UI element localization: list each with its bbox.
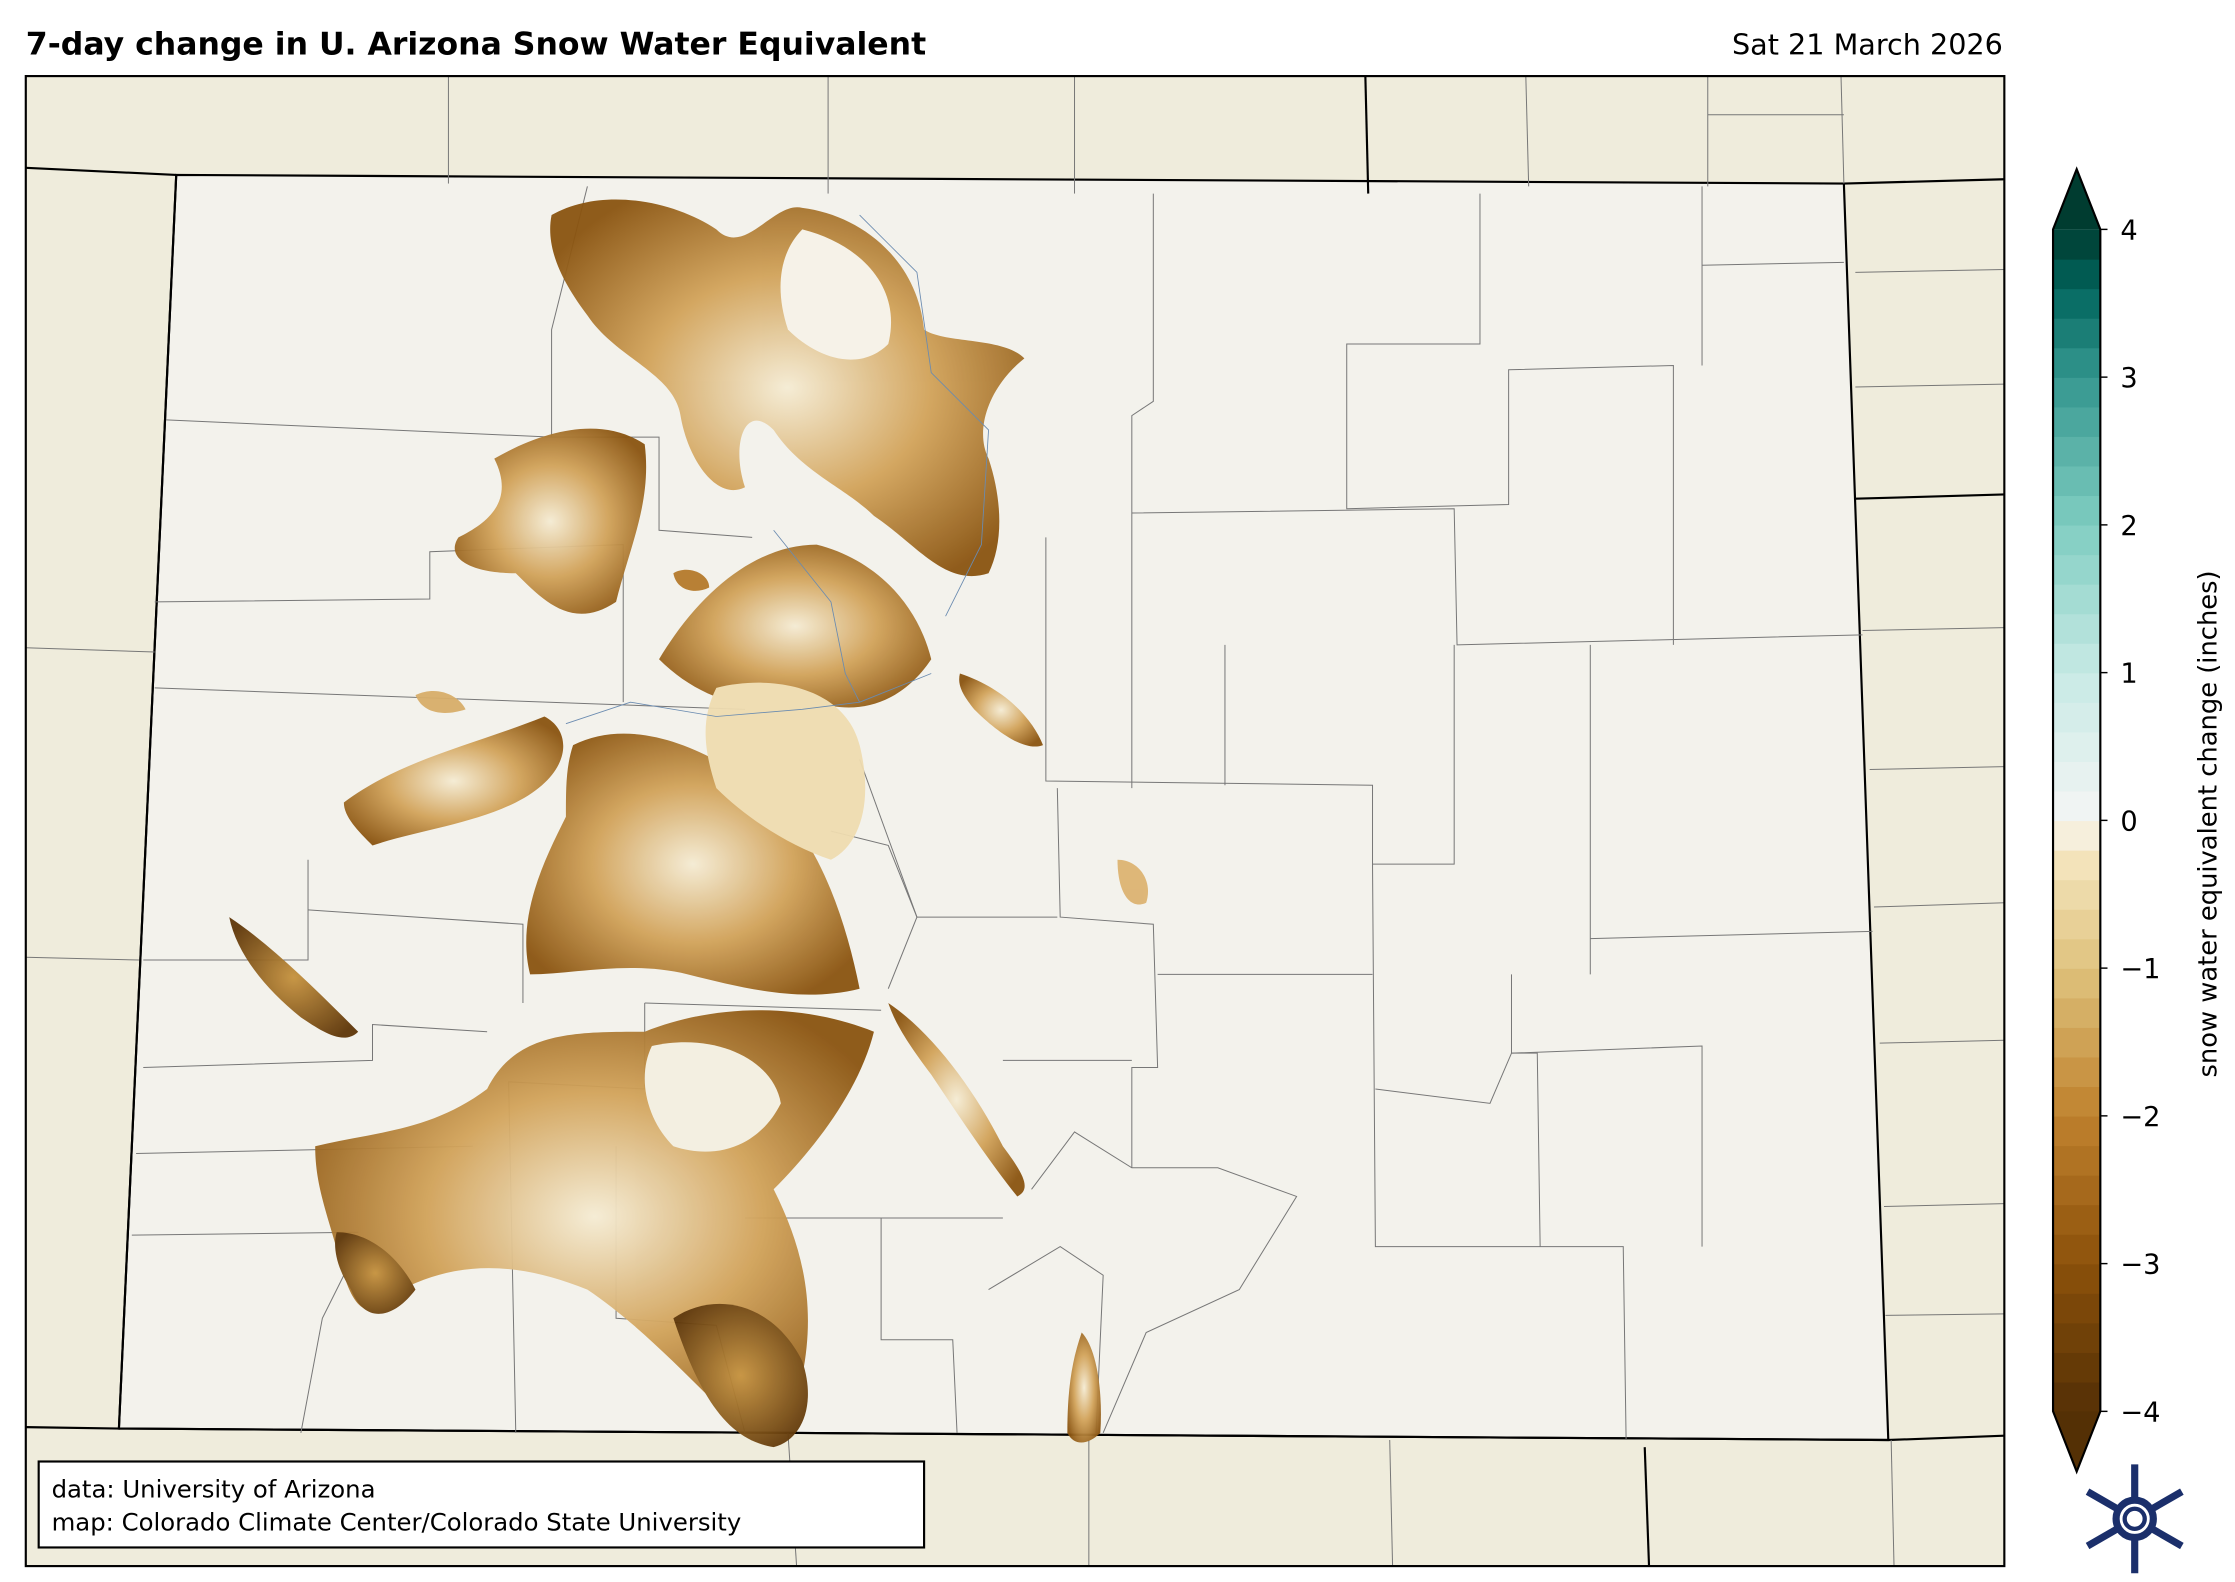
colorbar-extend-max — [2053, 169, 2101, 230]
colorbar-extend-min — [2053, 1411, 2101, 1472]
colorbar-tick-label: −4 — [2120, 1397, 2160, 1428]
colorbar-label: snow water equivalent change (inches) — [2193, 570, 2223, 1077]
colorbar-bin — [2053, 288, 2101, 319]
snow-areas — [229, 199, 1149, 1448]
colorbar-bin — [2053, 790, 2101, 822]
river-lines — [565, 214, 989, 725]
colorbar-bin — [2053, 1352, 2101, 1383]
colorbar-bin — [2053, 347, 2101, 378]
colorbar-bin — [2053, 1174, 2101, 1206]
colorbar-bin — [2053, 1145, 2101, 1176]
colorbar-tick-label: 3 — [2120, 363, 2137, 394]
colorbar-bin — [2053, 672, 2101, 703]
colorbar-bin — [2053, 229, 2101, 260]
credit-map: map: Colorado Climate Center/Colorado St… — [52, 1507, 742, 1536]
colorbar-bin — [2053, 1381, 2101, 1413]
colorbar-tick-label: −3 — [2120, 1250, 2160, 1281]
colorbar-bin — [2053, 377, 2101, 408]
colorbar-bin — [2053, 258, 2101, 290]
colorbar-tick-label: −2 — [2120, 1102, 2160, 1133]
colorbar-bin — [2053, 997, 2101, 1028]
colorbar-bin — [2053, 938, 2101, 969]
map-area — [25, 76, 2005, 1567]
colorbar-bin — [2053, 318, 2101, 349]
colorbar-bin — [2053, 849, 2101, 881]
colorbar-bin — [2053, 731, 2101, 762]
colorbar-bin — [2053, 1263, 2101, 1294]
colorbar-bin — [2053, 495, 2101, 526]
colorbar: 4 3 2 1 0 −1 −2 −3 −4 — [2051, 166, 2161, 1475]
colorbar-bin — [2053, 613, 2101, 644]
colorbar-bin — [2053, 1322, 2101, 1353]
colorbar-bin — [2053, 524, 2101, 556]
credits-box: data: University of Arizona map: Colorad… — [37, 1460, 926, 1549]
colorbar-bin — [2053, 909, 2101, 940]
colorbar-bin — [2053, 1115, 2101, 1147]
colorbar-bin — [2053, 1293, 2101, 1324]
colorbar-tick-label: 1 — [2120, 659, 2137, 690]
colorbar-bin — [2053, 879, 2101, 910]
map-frame — [24, 75, 2006, 1568]
map-date: Sat 21 March 2026 — [1732, 28, 2003, 62]
colorbar-bin — [2053, 968, 2101, 999]
state-borders — [25, 76, 2005, 1567]
colorbar-bin — [2053, 465, 2101, 497]
colorbar-tick-label: 2 — [2120, 511, 2137, 542]
colorbar-tick-label: 4 — [2120, 215, 2137, 246]
colorbar-tick-label: 0 — [2120, 806, 2137, 837]
county-lines — [25, 76, 2005, 1567]
colorbar-bin — [2053, 436, 2101, 467]
colorbar-bin — [2053, 702, 2101, 733]
colorbar-bin — [2053, 820, 2101, 851]
colorbar-bin — [2053, 643, 2101, 674]
colorbar-bin — [2053, 1027, 2101, 1058]
map-title: 7-day change in U. Arizona Snow Water Eq… — [26, 27, 926, 63]
colorbar-bin — [2053, 1234, 2101, 1265]
colorbar-tick-label: −1 — [2120, 954, 2160, 985]
colorbar-bin — [2053, 554, 2101, 585]
colorbar-bin — [2053, 583, 2101, 615]
colorbar-bin — [2053, 761, 2101, 792]
credit-data: data: University of Arizona — [52, 1474, 376, 1503]
colorbar-bin — [2053, 406, 2101, 437]
colorbar-bin — [2053, 1056, 2101, 1088]
colorbar-bin — [2053, 1086, 2101, 1117]
colorbar-bin — [2053, 1204, 2101, 1235]
snowflake-logo — [2085, 1464, 2184, 1574]
